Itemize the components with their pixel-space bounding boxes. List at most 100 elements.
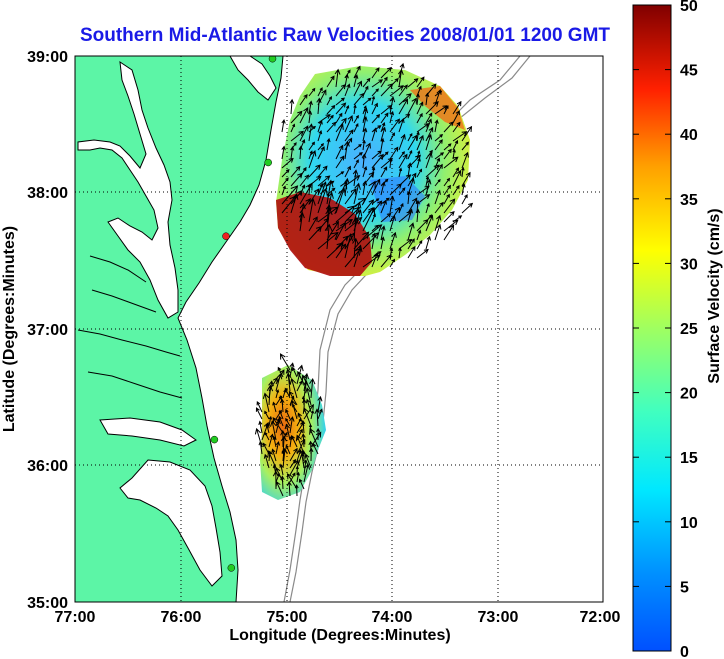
velocity-arrow [434,134,444,142]
velocity-arrow [317,395,323,413]
velocity-arrow [425,118,432,133]
velocity-arrow [407,238,415,250]
velocity-arrow [326,191,334,214]
velocity-arrow [290,399,298,420]
velocity-arrow [407,78,419,88]
velocity-arrow [335,243,347,259]
velocity-arrow [380,254,392,268]
y-axis: 39:00 38:00 37:00 36:00 35:00 Latitude (… [1,49,68,612]
velocity-arrow [452,131,468,142]
velocity-arrow [316,97,322,115]
velocity-arrow [326,179,334,205]
velocity-arrow [371,150,382,160]
velocity-arrow [275,419,281,434]
velocity-arrow [303,463,311,483]
velocity-arrow [371,67,380,79]
velocity-arrow [353,143,362,151]
velocity-arrow [362,207,376,232]
velocity-arrow [344,115,353,133]
velocity-arrow [434,152,445,160]
velocity-arrow [281,145,286,160]
velocity-arrow [371,200,383,214]
velocity-arrow [344,197,367,214]
velocity-arrow [326,137,331,151]
velocity-arrow [452,121,461,133]
velocity-field-north-warm [410,86,465,130]
velocity-arrow [389,258,396,268]
velocity-arrow [443,156,459,169]
velocity-arrow [335,144,344,160]
plot-area [74,55,604,603]
velocity-arrow [425,133,433,151]
velocity-arrow [284,423,291,441]
velocity-arrow [397,68,404,88]
velocity-arrow [268,415,273,427]
colorbar-tick-label: 5 [680,579,689,596]
velocity-arrow [298,478,305,490]
velocity-arrow [267,450,277,469]
y-tick-label: 39:00 [27,49,68,66]
velocity-arrow [308,87,316,97]
velocity-arrow [416,219,429,232]
velocity-arrow [335,112,343,124]
isobath-outer [289,56,531,602]
velocity-arrow [335,97,346,106]
velocity-arrow [362,199,375,214]
velocity-arrow [389,183,402,196]
velocity-arrow [407,222,415,241]
velocity-arrow [389,215,396,232]
velocity-arrow [290,146,295,160]
velocity-arrow [289,416,295,434]
velocity-arrow [398,93,412,106]
velocity-arrow [416,131,420,142]
velocity-arrow [416,123,430,133]
velocity-arrow [308,447,314,462]
velocity-arrow [335,155,345,169]
velocity-arrow [407,208,413,223]
velocity-arrow [362,254,381,268]
velocity-arrow [344,83,351,97]
velocity-arrow [398,238,413,250]
velocity-arrow [307,110,313,124]
velocity-arrow [305,387,312,406]
velocity-arrow [425,178,432,196]
velocity-arrow [406,190,412,205]
colorbar-tick-label: 20 [680,386,698,403]
velocity-arrow [371,166,376,178]
velocity-arrow [335,84,346,97]
velocity-arrow [389,132,395,142]
velocity-arrow [295,465,299,476]
velocity-arrow [326,121,337,133]
velocity-arrow [290,189,303,205]
velocity-arrow [452,100,462,115]
velocity-arrow [289,459,299,476]
velocity-arrow [425,112,433,124]
albemarle-sound [99,417,197,447]
velocity-arrow [317,165,328,178]
velocity-arrow [344,104,350,115]
velocity-arrow [443,105,449,115]
velocity-arrow [425,101,439,115]
velocity-arrow [452,167,460,178]
velocity-arrow [425,202,430,214]
velocity-arrow [291,435,298,448]
velocity-arrow [335,221,346,241]
colorbar-tick-label: 25 [680,321,698,338]
velocity-arrow [389,231,397,250]
velocity-arrow [353,231,370,250]
colorbar-tick-label: 45 [680,63,698,80]
velocity-arrow [286,473,298,490]
velocity-arrow [326,114,334,124]
velocity-arrow [352,237,359,259]
velocity-arrow [425,164,440,178]
velocity-arrow [452,110,460,124]
velocity-arrow [264,431,270,441]
velocity-arrow [443,177,450,187]
velocity-arrow [425,175,430,187]
velocity-arrow [279,353,291,371]
figure-title: Southern Mid-Atlantic Raw Velocities 200… [80,25,610,46]
velocity-arrow [335,205,356,223]
velocity-arrow [380,225,386,241]
velocity-arrow [371,114,381,124]
